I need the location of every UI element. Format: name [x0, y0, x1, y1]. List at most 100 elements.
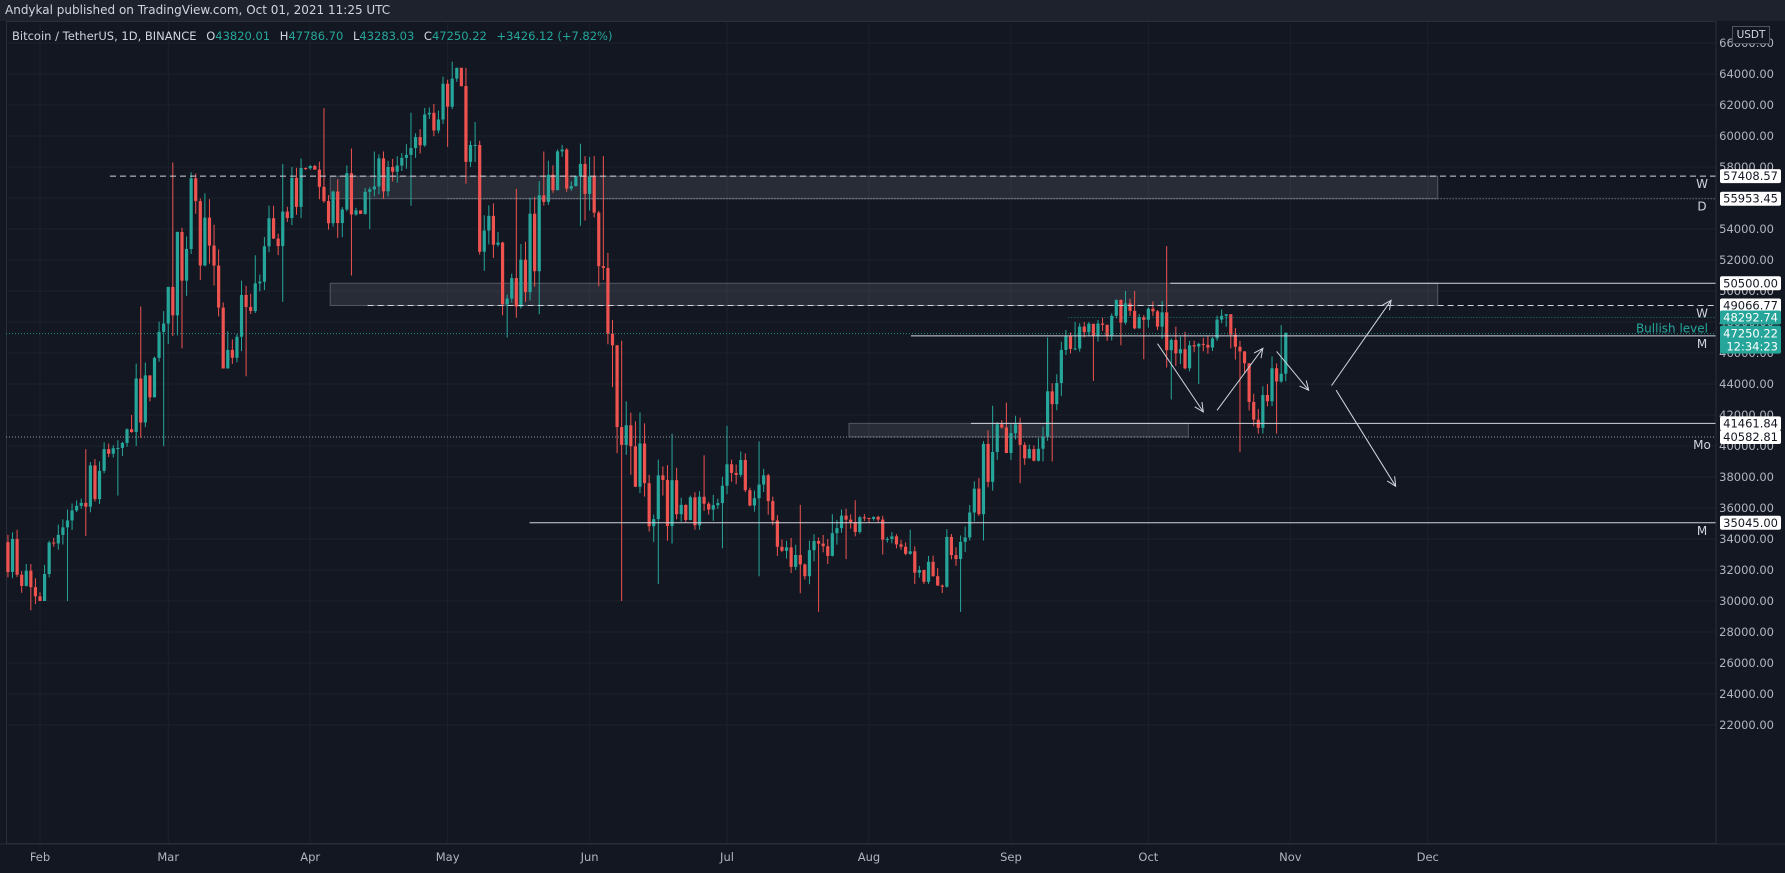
candle-body [972, 488, 976, 513]
time-tick-label: Sep [1000, 850, 1022, 864]
candle-body [88, 465, 92, 507]
projection-arrow [1335, 389, 1397, 487]
price-tag [1720, 416, 1781, 431]
candle-body [391, 167, 395, 172]
price-tag-label: 48292.74 [1723, 310, 1778, 324]
candle-body [198, 201, 202, 266]
candle-body [395, 165, 399, 172]
candle-body [24, 570, 28, 586]
candle-body [409, 148, 413, 155]
candle-body [505, 298, 509, 305]
candle-body [97, 470, 102, 500]
candle-body [175, 231, 179, 316]
price-tags: 57408.57 55953.45 50500.00 49066.7748292.74… [1720, 169, 1781, 530]
candle-body [491, 215, 496, 245]
candle-body [6, 542, 10, 573]
level-marker: W [1696, 177, 1708, 191]
candle-body [1096, 323, 1100, 336]
candle-body [139, 378, 143, 423]
price-tag [1720, 298, 1781, 313]
grid [6, 22, 1716, 843]
candle-body [908, 551, 912, 554]
time-axis[interactable]: Feb Mar Apr May Jun Jul Aug Sep Oct Nov Dec [0, 843, 1785, 873]
time-tick-label: Nov [1279, 850, 1302, 864]
candle-body [1178, 349, 1183, 354]
candle-body [455, 67, 459, 79]
candle-body [418, 137, 422, 146]
level-marker: M [1697, 524, 1707, 538]
candle-body [326, 201, 331, 224]
candle-body [537, 195, 541, 272]
candle-body [381, 158, 386, 192]
open-value: 43820.01 [215, 29, 271, 43]
candle-body [20, 574, 24, 586]
candle-body [400, 157, 404, 166]
candle-body [679, 504, 683, 515]
currency-selector[interactable]: USDT [1732, 26, 1770, 44]
time-tick-label: Feb [30, 850, 50, 864]
low-label: L [352, 29, 360, 43]
candle-body [620, 427, 624, 445]
candle-body [253, 283, 257, 312]
high-label: H [279, 29, 289, 43]
candle-body [917, 569, 921, 573]
candle-body [1055, 383, 1059, 405]
candle-body [876, 516, 880, 520]
candle-body [707, 503, 711, 510]
candle-body [867, 517, 871, 519]
candle-body [359, 210, 363, 214]
candle-body [285, 211, 289, 219]
price-tag-label: 57408.57 [1723, 169, 1778, 183]
price-tag [1720, 276, 1781, 291]
candle-body [1032, 449, 1036, 461]
price-tick-label: 62000.00 [1719, 98, 1774, 112]
candle-body [377, 158, 381, 187]
price-tick-label: 26000.00 [1719, 656, 1774, 670]
candle-body [441, 83, 445, 120]
symbol-name[interactable]: Bitcoin / TetherUS, 1D, BINANCE [12, 29, 197, 43]
candle-body [349, 173, 354, 215]
candle-body [835, 528, 839, 534]
candle-body [432, 112, 436, 131]
price-tag-label: 50500.00 [1723, 276, 1778, 290]
candle-body [798, 555, 802, 565]
candle-body [940, 585, 944, 587]
candle-body [574, 176, 578, 187]
price-tick-label: 54000.00 [1719, 222, 1774, 236]
candle-body [84, 502, 88, 507]
countdown-label: 12:34:23 [1726, 340, 1778, 354]
price-tag-label: 55953.45 [1723, 192, 1778, 206]
candle-body [817, 541, 821, 544]
candle-body [995, 424, 999, 453]
publish-line: Andykal published on TradingView.com, Oc… [5, 3, 391, 17]
candle-body [15, 538, 19, 575]
candle-body [926, 561, 931, 582]
candle-body [116, 447, 120, 449]
candle-body [748, 490, 752, 506]
level-marker: M [1697, 337, 1707, 351]
projection-arrow-head [1253, 347, 1264, 359]
candle-body [1270, 368, 1274, 402]
price-tag [1720, 515, 1781, 530]
candle-body [354, 210, 358, 215]
price-tick-label: 38000.00 [1719, 470, 1774, 484]
candle-body [157, 331, 161, 358]
candle-body [528, 213, 532, 293]
candle-body [1252, 401, 1256, 420]
price-tick-label: 30000.00 [1719, 594, 1774, 608]
candle-body [968, 512, 972, 538]
candle-body [102, 449, 106, 471]
projection-arrow [1331, 300, 1392, 386]
candle-body [583, 163, 587, 194]
candle-body [697, 496, 702, 526]
candle-body [1018, 424, 1022, 445]
price-tag-label: 40582.81 [1723, 430, 1778, 444]
candle-body [633, 446, 637, 487]
time-tick-label: Dec [1417, 850, 1439, 864]
candle-body [1050, 391, 1054, 405]
candle-body [478, 145, 482, 252]
candle-body [500, 242, 505, 305]
candle-body [794, 555, 798, 567]
candle-body [1091, 323, 1095, 336]
